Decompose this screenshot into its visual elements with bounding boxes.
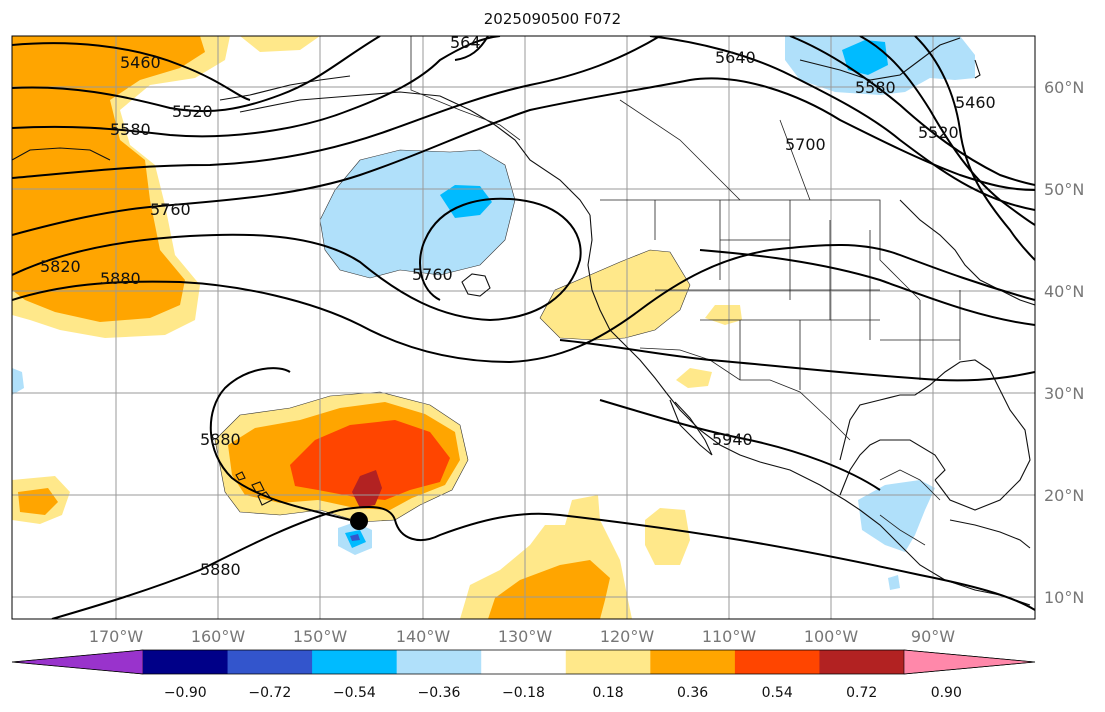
anomaly-south-positive (460, 495, 690, 619)
contour-label: 5460 (120, 53, 161, 72)
contour-label: 5700 (785, 135, 826, 154)
lon-label: 110°W (702, 627, 757, 646)
contour-label: 5520 (918, 123, 959, 142)
contour-label: 5880 (200, 430, 241, 449)
anomaly-hawaii-positive (12, 368, 468, 555)
colorbar-tick-label: −0.36 (417, 685, 460, 701)
coastlines (12, 37, 1035, 606)
contour-label: 5760 (412, 265, 453, 284)
colorbar-tick-label: −0.72 (248, 685, 291, 701)
map-area: 5460 5520 5580 5760 5820 5880 5640 5580 … (12, 33, 1035, 619)
lon-label: 130°W (498, 627, 553, 646)
colorbar-segment (734, 650, 820, 674)
contour-label: 5460 (955, 93, 996, 112)
colorbar-tick-label: 0.72 (846, 685, 877, 701)
contour-label: 5520 (172, 102, 213, 121)
colorbar-outline (11, 649, 1036, 675)
colorbar-tick-label: 0.54 (762, 685, 793, 701)
colorbar-segment (396, 650, 482, 674)
lon-label: 160°W (191, 627, 246, 646)
lat-label: 10°N (1044, 588, 1084, 607)
contour-label: 5880 (200, 560, 241, 579)
colorbar-segment (227, 650, 313, 674)
colorbar-tick-label: −0.18 (502, 685, 545, 701)
colorbar-segment (312, 650, 398, 674)
colorbar (11, 649, 1036, 675)
colorbar-tick-label: 0.90 (931, 685, 962, 701)
colorbar-tick-label: −0.90 (164, 685, 207, 701)
contour-label: 5820 (40, 257, 81, 276)
political-borders (410, 36, 961, 546)
colorbar-extend-high (903, 649, 1036, 675)
colorbar-segment (565, 650, 651, 674)
colorbar-tick-label: −0.54 (333, 685, 376, 701)
contour-label: 5580 (855, 78, 896, 97)
height-contours (12, 36, 1035, 619)
colorbar-tick-label: 0.18 (592, 685, 623, 701)
colorbar-tick-label: 0.36 (677, 685, 708, 701)
lat-label: 40°N (1044, 282, 1084, 301)
graticule (12, 36, 1035, 619)
colorbar-extend-low (11, 649, 144, 675)
lon-label: 100°W (804, 627, 859, 646)
contour-label: 5640 (715, 48, 756, 67)
storm-center-marker (350, 512, 368, 530)
contour-labels: 5460 5520 5580 5760 5820 5880 5640 5580 … (40, 33, 996, 579)
contour-label: 5940 (712, 430, 753, 449)
colorbar-segment (819, 650, 905, 674)
lon-label: 140°W (396, 627, 451, 646)
lat-label: 60°N (1044, 78, 1084, 97)
colorbar-tick-labels: −0.90 −0.72 −0.54 −0.36 −0.18 0.18 0.36 0.54 0.7… (164, 685, 962, 701)
lat-label: 50°N (1044, 180, 1084, 199)
lat-label: 30°N (1044, 384, 1084, 403)
contour-label: 5760 (150, 200, 191, 219)
map-title: 2025090500 F072 (483, 10, 622, 28)
longitude-labels: 170°W 160°W 150°W 140°W 130°W 120°W 110°… (89, 627, 955, 646)
lon-label: 170°W (89, 627, 144, 646)
latitude-labels: 60°N 50°N 40°N 30°N 20°N 10°N (1044, 78, 1084, 607)
colorbar-segment (481, 650, 567, 674)
colorbar-segment (143, 650, 229, 674)
lon-label: 150°W (293, 627, 348, 646)
colorbar-segment (650, 650, 736, 674)
lat-label: 20°N (1044, 486, 1084, 505)
lon-label: 90°W (911, 627, 955, 646)
anomaly-nw-positive (12, 36, 320, 338)
contour-label: 564 (450, 33, 481, 52)
lon-label: 120°W (600, 627, 655, 646)
contour-label: 5580 (110, 120, 151, 139)
map-frame (11, 35, 1036, 620)
contour-label: 5880 (100, 269, 141, 288)
